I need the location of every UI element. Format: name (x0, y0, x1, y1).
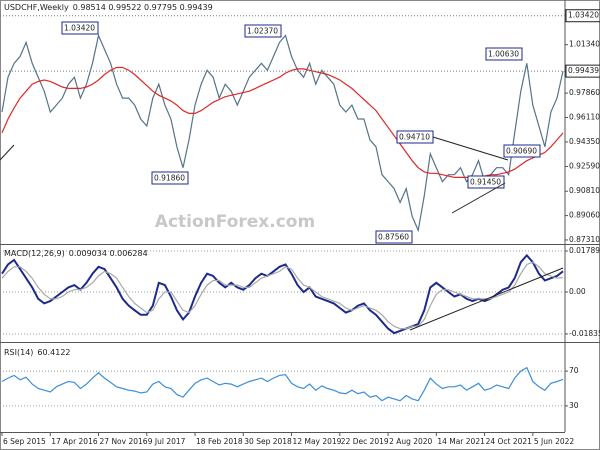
annotation-box (467, 175, 505, 189)
title: USDCHF,Weekly (4, 3, 69, 12)
y-tick-label: -0.018354 (569, 329, 600, 338)
annotation: 0.94710 (399, 133, 430, 142)
x-tick-label: 17 Apr 2016 (51, 437, 98, 446)
annotation: 1.03420 (64, 24, 95, 33)
y-tick-label: 0.00 (569, 287, 586, 296)
y-tick-label: 0.92590 (569, 161, 600, 170)
x-tick-label: 5 Jun 2022 (534, 437, 575, 446)
x-tick-label: 30 Sep 2018 (244, 437, 292, 446)
annotation: 0.91860 (154, 174, 185, 183)
x-tick-label: 22 Dec 2019 (341, 437, 389, 446)
annotation: 1.00630 (488, 50, 519, 59)
x-tick-label: 18 Feb 2018 (196, 437, 243, 446)
subtitle: 60.4122 (37, 348, 70, 357)
y-tick-label: 0.89060 (569, 211, 600, 220)
y-tick-label: 70 (569, 366, 579, 375)
y-tick-label: 1.01340 (569, 40, 600, 49)
annotation-box (375, 230, 413, 244)
watermark: ActionForex.com (155, 212, 315, 232)
y-tick-label: 0.97860 (569, 88, 600, 97)
subtitle: 0.009034 0.006284 (69, 249, 148, 258)
annotation-box (244, 24, 282, 38)
trend-line (0, 144, 15, 161)
x-tick-label: 6 Sep 2015 (3, 437, 46, 446)
series-line (1, 253, 564, 335)
annotation-box (61, 21, 99, 35)
y-tick-label: 0.94350 (569, 137, 600, 146)
annotation-box (485, 47, 523, 61)
x-tick-label: 27 Nov 2016 (100, 437, 148, 446)
series-line (1, 261, 564, 330)
annotation-box (151, 171, 189, 185)
x-tick-label: 24 Oct 2021 (486, 437, 533, 446)
panel-title: RSI(14) 60.4122 (4, 348, 71, 357)
title: RSI(14) (4, 348, 33, 357)
price-label: 0.99439 (568, 66, 599, 75)
price-label-box (565, 64, 600, 78)
annotation: 0.91450 (470, 178, 501, 187)
y-tick-label: 0.87310 (569, 235, 600, 244)
subtitle: 0.98514 0.99522 0.97795 0.99439 (73, 3, 213, 12)
annotation: 0.90690 (506, 147, 537, 156)
panel-title: USDCHF,Weekly 0.98514 0.99522 0.97795 0.9… (4, 3, 213, 12)
trend-line (451, 182, 506, 214)
title: MACD(12,26,9) (4, 249, 65, 258)
y-tick-label: 0.96110 (569, 112, 600, 121)
x-tick-label: 14 Mar 2021 (437, 437, 485, 446)
price-label: 1.03420 (568, 11, 599, 20)
panel-title: MACD(12,26,9) 0.009034 0.006284 (4, 249, 148, 258)
series-line (1, 366, 564, 402)
x-tick-label: 9 Jul 2017 (148, 437, 186, 446)
annotation-box (503, 144, 541, 158)
trend-line (409, 267, 564, 331)
annotation: 0.87560 (378, 233, 409, 242)
y-tick-label: 30 (569, 401, 579, 410)
annotation: 1.02370 (247, 27, 278, 36)
y-tick-label: 0.90810 (569, 186, 600, 195)
x-tick-label: 12 May 2019 (293, 437, 342, 446)
y-tick-label: 0.017898 (569, 246, 600, 255)
trend-line (432, 136, 509, 161)
x-tick-label: 2 Aug 2020 (389, 437, 432, 446)
price-label-box (565, 9, 600, 23)
